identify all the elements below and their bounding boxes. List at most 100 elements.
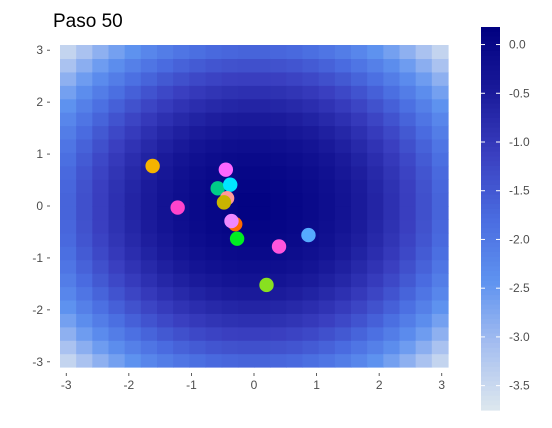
heatmap-cell xyxy=(367,45,384,60)
heatmap-cell xyxy=(270,98,287,113)
heatmap-cell xyxy=(108,152,126,167)
colorbar-segment xyxy=(481,103,500,109)
heatmap-cell xyxy=(367,299,384,314)
heatmap-cell xyxy=(351,71,368,86)
heatmap-cell xyxy=(415,299,433,314)
heatmap-cell xyxy=(318,326,336,341)
heatmap-cell xyxy=(334,179,352,194)
heatmap-cell xyxy=(140,45,158,60)
heatmap-cell xyxy=(124,71,142,86)
heatmap-cell xyxy=(270,299,287,314)
heatmap-cell xyxy=(237,125,255,140)
heatmap-cell xyxy=(334,219,352,234)
heatmap-cell xyxy=(189,259,207,274)
heatmap-cell xyxy=(254,353,271,368)
heatmap-cell xyxy=(367,273,384,288)
colorbar-segment xyxy=(481,381,500,387)
colorbar-tick-label: -1.0 xyxy=(509,135,530,149)
heatmap-cell xyxy=(334,259,352,274)
heatmap-cell xyxy=(351,165,368,180)
heatmap-cell xyxy=(431,273,449,288)
heatmap-cell xyxy=(140,179,158,194)
heatmap-cell xyxy=(431,219,449,234)
heatmap-cell xyxy=(431,340,449,355)
heatmap-cell xyxy=(431,98,449,113)
heatmap-cell xyxy=(415,340,433,355)
heatmap-cell xyxy=(173,112,190,127)
heatmap-cell xyxy=(237,58,255,73)
heatmap-cell xyxy=(173,286,190,301)
heatmap-cell xyxy=(254,299,271,314)
heatmap-cell xyxy=(140,353,158,368)
heatmap-cell xyxy=(383,246,401,261)
heatmap-cell xyxy=(76,206,93,221)
heatmap-cell xyxy=(367,98,384,113)
heatmap-cell xyxy=(334,165,352,180)
y-tick-label: 3 xyxy=(36,43,43,57)
heatmap-cell xyxy=(189,71,207,86)
heatmap-cell xyxy=(92,206,110,221)
heatmap-cell xyxy=(157,179,174,194)
heatmap-cell xyxy=(399,353,417,368)
heatmap-cell xyxy=(318,45,336,60)
heatmap-cell xyxy=(270,206,287,221)
colorbar-segment xyxy=(481,280,500,287)
heatmap-cell xyxy=(367,112,384,127)
colorbar-segment xyxy=(481,213,500,220)
heatmap-cell xyxy=(254,98,271,113)
heatmap-cell xyxy=(431,326,449,341)
heatmap-cell xyxy=(237,286,255,301)
heatmap-cell xyxy=(367,219,384,234)
colorbar-segment xyxy=(481,252,500,258)
heatmap-cell xyxy=(205,58,223,73)
heatmap-cell xyxy=(237,152,255,167)
heatmap-cell xyxy=(76,286,93,301)
heatmap-cell xyxy=(157,219,174,234)
heatmap-cell xyxy=(286,71,304,86)
heatmap-cell xyxy=(415,326,433,341)
heatmap-cell xyxy=(415,259,433,274)
heatmap-cell xyxy=(221,273,239,288)
heatmap-cell xyxy=(270,259,287,274)
colorbar-segment xyxy=(481,146,500,153)
colorbar-segment xyxy=(481,256,500,263)
heatmap-cell xyxy=(124,232,142,247)
heatmap-cell xyxy=(189,58,207,73)
heatmap-cell xyxy=(189,246,207,261)
y-tick-label: 1 xyxy=(36,147,43,161)
heatmap-cell xyxy=(140,206,158,221)
heatmap-cell xyxy=(140,313,158,328)
heatmap-cell xyxy=(173,246,190,261)
heatmap-cell xyxy=(108,273,126,288)
heatmap-cell xyxy=(108,98,126,113)
heatmap-cell xyxy=(270,340,287,355)
heatmap-cell xyxy=(367,259,384,274)
heatmap-cell xyxy=(221,353,239,368)
heatmap-cell xyxy=(108,45,126,60)
heatmap-cell xyxy=(383,353,401,368)
heatmap-cell xyxy=(318,259,336,274)
heatmap-cell xyxy=(351,246,368,261)
heatmap-cell xyxy=(318,246,336,261)
heatmap-cell xyxy=(383,273,401,288)
heatmap-cell xyxy=(221,58,239,73)
heatmap-cell xyxy=(431,206,449,221)
heatmap-cell xyxy=(60,165,77,180)
heatmap-cell xyxy=(431,45,449,60)
heatmap-cell xyxy=(415,125,433,140)
heatmap-cell xyxy=(367,138,384,153)
colorbar-segment xyxy=(481,366,500,373)
colorbar-segment xyxy=(481,290,500,296)
heatmap-cell xyxy=(415,206,433,221)
colorbar-segment xyxy=(481,261,500,267)
heatmap-cell xyxy=(173,273,190,288)
heatmap-cell xyxy=(140,232,158,247)
heatmap-cell xyxy=(286,58,304,73)
colorbar-segment xyxy=(481,328,500,334)
colorbar-segment xyxy=(481,65,500,71)
heatmap-cell xyxy=(108,179,126,194)
heatmap-cell xyxy=(76,98,93,113)
heatmap-cell xyxy=(318,340,336,355)
heatmap-cell xyxy=(157,326,174,341)
heatmap-cell xyxy=(286,152,304,167)
